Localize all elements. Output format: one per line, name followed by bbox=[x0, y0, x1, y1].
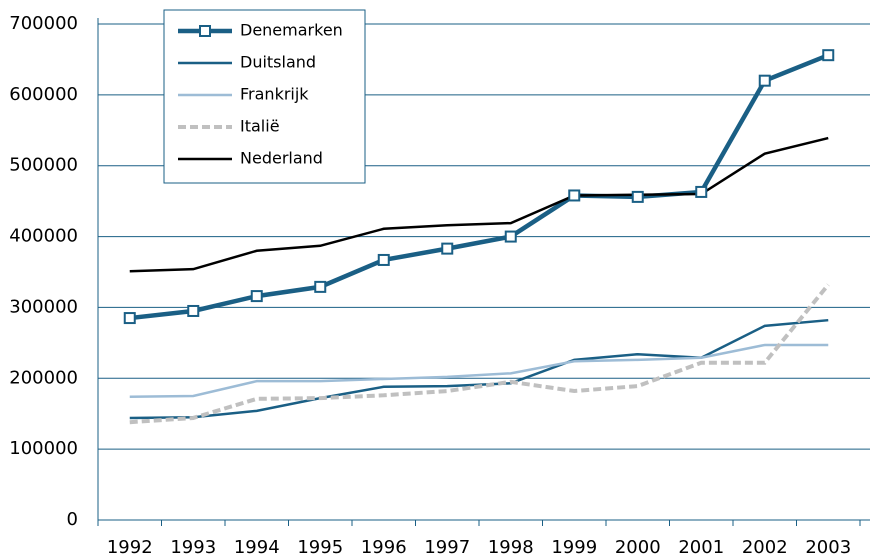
marker bbox=[123, 312, 136, 325]
legend-label: Nederland bbox=[240, 149, 323, 168]
y-tick-label: 200000 bbox=[9, 367, 78, 388]
x-tick-label: 2000 bbox=[615, 537, 661, 558]
series-line bbox=[129, 318, 829, 420]
x-tick-label: 2003 bbox=[805, 537, 851, 558]
marker bbox=[250, 290, 263, 303]
y-tick-label: 100000 bbox=[9, 438, 78, 459]
legend-label: Italië bbox=[240, 117, 280, 136]
x-tick-label: 1994 bbox=[234, 537, 280, 558]
y-tick-label: 600000 bbox=[9, 84, 78, 105]
legend-label: Duitsland bbox=[240, 53, 316, 72]
marker bbox=[758, 74, 771, 87]
marker bbox=[187, 304, 200, 317]
x-tick-label: 2002 bbox=[742, 537, 788, 558]
marker bbox=[441, 242, 454, 255]
series-line bbox=[129, 283, 830, 425]
y-tick-label: 500000 bbox=[9, 155, 78, 176]
legend-box bbox=[163, 9, 366, 184]
x-tick-label: 1996 bbox=[361, 537, 407, 558]
legend-marker bbox=[199, 25, 211, 37]
marker bbox=[377, 253, 390, 266]
x-tick-label: 1992 bbox=[107, 537, 153, 558]
legend-label: Denemarken bbox=[240, 21, 343, 40]
marker bbox=[631, 190, 644, 203]
x-tick-label: 1995 bbox=[297, 537, 343, 558]
x-tick-label: 1993 bbox=[170, 537, 216, 558]
series-line bbox=[129, 343, 829, 398]
series-line bbox=[129, 53, 830, 321]
x-tick-label: 1998 bbox=[488, 537, 534, 558]
marker bbox=[695, 185, 708, 198]
marker bbox=[504, 230, 517, 243]
y-tick-label: 700000 bbox=[9, 13, 78, 34]
marker bbox=[822, 49, 835, 62]
x-tick-label: 2001 bbox=[678, 537, 724, 558]
x-tick-label: 1999 bbox=[551, 537, 597, 558]
marker bbox=[568, 189, 581, 202]
series-line bbox=[129, 136, 829, 273]
y-tick-label: 400000 bbox=[9, 226, 78, 247]
legend-label: Frankrijk bbox=[240, 85, 309, 104]
y-tick-label: 300000 bbox=[9, 296, 78, 317]
marker bbox=[314, 280, 327, 293]
y-tick-label: 0 bbox=[67, 509, 78, 530]
x-tick-label: 1997 bbox=[424, 537, 470, 558]
